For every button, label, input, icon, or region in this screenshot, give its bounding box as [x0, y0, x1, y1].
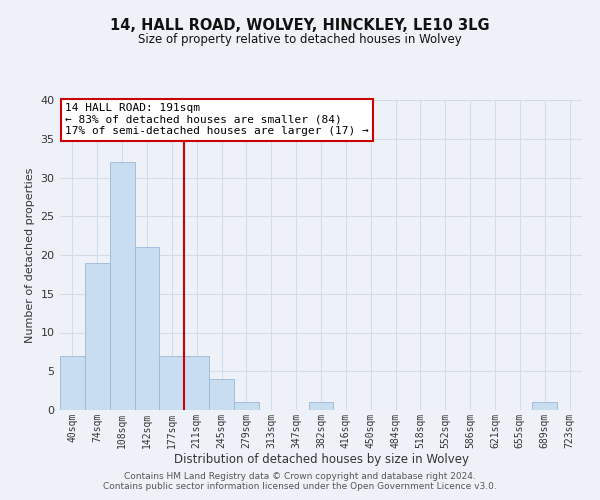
Bar [160, 356, 184, 410]
Bar [234, 402, 259, 410]
Bar [110, 162, 134, 410]
Bar [134, 247, 160, 410]
Text: Contains HM Land Registry data © Crown copyright and database right 2024.: Contains HM Land Registry data © Crown c… [124, 472, 476, 481]
Bar [60, 356, 85, 410]
Text: 14, HALL ROAD, WOLVEY, HINCKLEY, LE10 3LG: 14, HALL ROAD, WOLVEY, HINCKLEY, LE10 3L… [110, 18, 490, 32]
Text: Size of property relative to detached houses in Wolvey: Size of property relative to detached ho… [138, 32, 462, 46]
Bar [184, 356, 209, 410]
Text: 14 HALL ROAD: 191sqm
← 83% of detached houses are smaller (84)
17% of semi-detac: 14 HALL ROAD: 191sqm ← 83% of detached h… [65, 103, 369, 136]
Text: Contains public sector information licensed under the Open Government Licence v3: Contains public sector information licen… [103, 482, 497, 491]
Bar [308, 402, 334, 410]
Bar [85, 263, 110, 410]
Bar [209, 379, 234, 410]
Text: Distribution of detached houses by size in Wolvey: Distribution of detached houses by size … [173, 452, 469, 466]
Bar [532, 402, 557, 410]
Y-axis label: Number of detached properties: Number of detached properties [25, 168, 35, 342]
